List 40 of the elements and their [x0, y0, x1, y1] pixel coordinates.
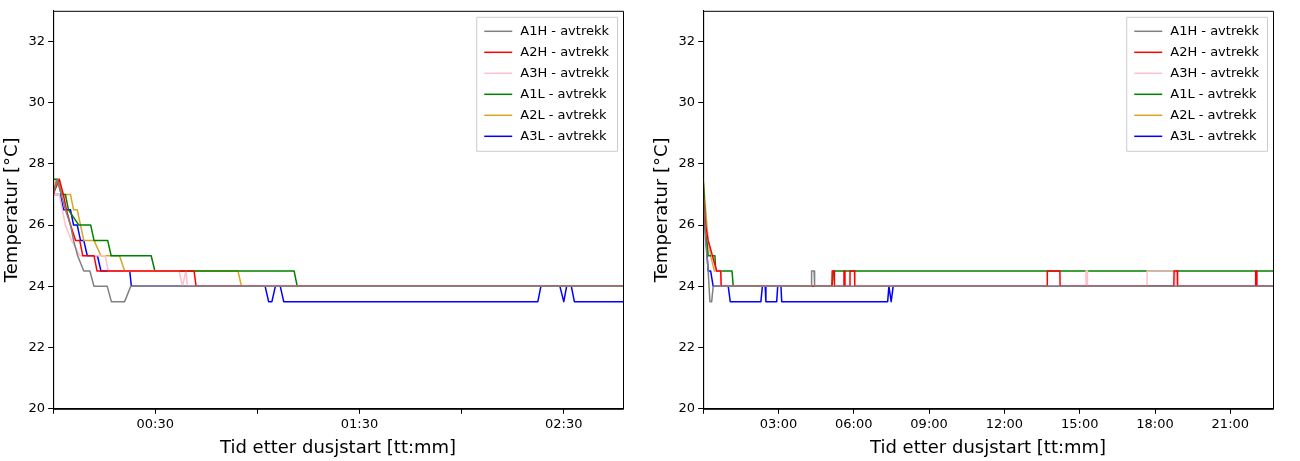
y-tick-label: 32	[28, 32, 46, 48]
legend-label: A1L - avtrekk	[1170, 85, 1257, 101]
x-tick-label: 03:00	[759, 415, 798, 431]
x-tick-label: 00:30	[136, 415, 174, 431]
x-axis-title: Tid etter dusjstart [tt:mm]	[869, 435, 1107, 457]
x-tick-label: 21:00	[1211, 415, 1250, 431]
legend-label: A3L - avtrekk	[1170, 127, 1257, 143]
y-tick-label: 28	[28, 155, 46, 171]
y-tick-label: 24	[28, 277, 46, 293]
y-tick-label: 30	[678, 94, 696, 110]
y-tick-label: 26	[678, 216, 696, 232]
legend-label: A3H - avtrekk	[520, 64, 610, 80]
x-tick-label: 12:00	[985, 415, 1024, 431]
legend-label: A2L - avtrekk	[520, 106, 607, 122]
y-tick-label: 32	[678, 32, 696, 48]
legend-label: A3H - avtrekk	[1170, 64, 1260, 80]
legend-label: A2H - avtrekk	[520, 43, 610, 59]
legend-label: A1L - avtrekk	[520, 85, 607, 101]
y-tick-label: 26	[28, 216, 46, 232]
x-tick-label: 09:00	[910, 415, 948, 431]
y-tick-label: 30	[28, 94, 46, 110]
legend-label: A1H - avtrekk	[520, 22, 610, 38]
y-tick-label: 24	[678, 277, 696, 293]
y-axis-title: Temperatur [°C]	[650, 137, 672, 284]
y-tick-label: 20	[678, 400, 696, 416]
y-tick-label: 22	[678, 338, 696, 354]
legend-label: A3L - avtrekk	[520, 127, 607, 143]
legend-label: A2L - avtrekk	[1170, 106, 1257, 122]
x-axis-title: Tid etter dusjstart [tt:mm]	[219, 435, 457, 457]
y-tick-label: 20	[28, 400, 46, 416]
x-tick-label: 02:30	[545, 415, 583, 431]
y-axis-title: Temperatur [°C]	[0, 137, 22, 284]
y-tick-label: 28	[678, 155, 696, 171]
x-tick-label: 06:00	[835, 415, 873, 431]
x-tick-label: 15:00	[1060, 415, 1099, 431]
legend-label: A1H - avtrekk	[1170, 22, 1260, 38]
x-tick-label: 18:00	[1136, 415, 1174, 431]
x-tick-label: 01:30	[340, 415, 379, 431]
y-tick-label: 22	[28, 338, 46, 354]
legend-label: A2H - avtrekk	[1170, 43, 1260, 59]
